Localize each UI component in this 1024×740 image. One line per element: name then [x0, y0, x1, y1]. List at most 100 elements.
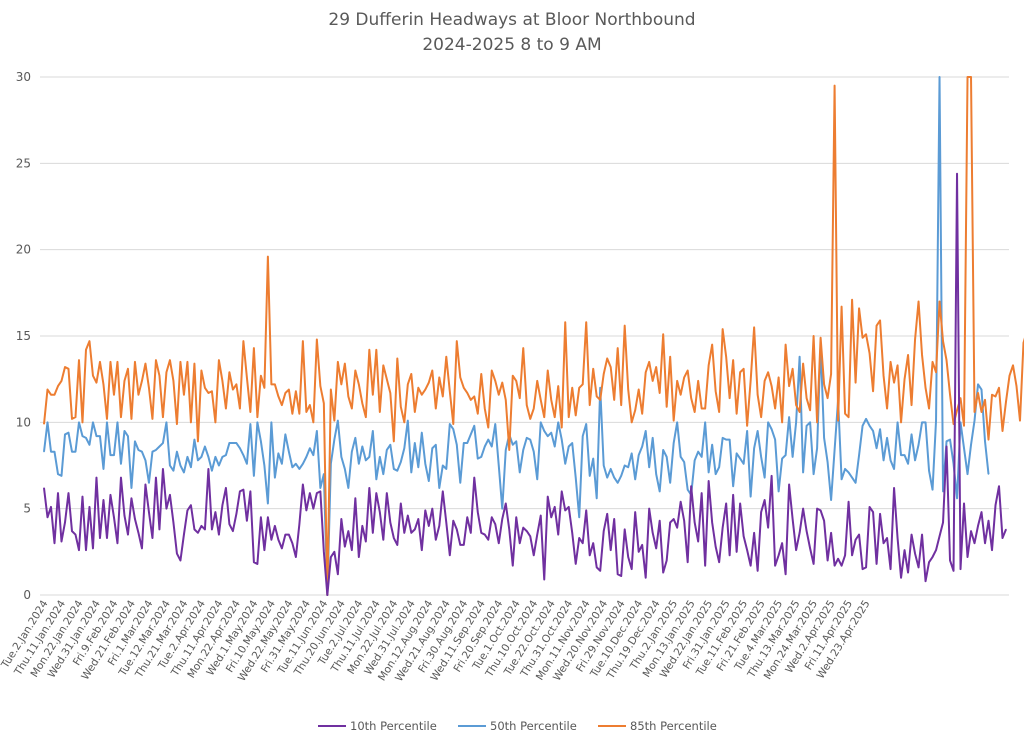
data-point: [662, 571, 664, 574]
data-point: [162, 468, 164, 470]
data-point: [459, 544, 461, 546]
data-point: [232, 442, 234, 444]
legend-item-50th[interactable]: 50th Percentile: [458, 719, 577, 733]
data-point: [603, 530, 605, 532]
data-point: [781, 457, 783, 460]
data-point: [526, 404, 528, 406]
data-point: [372, 532, 374, 534]
data-point: [337, 573, 339, 575]
data-point: [386, 449, 388, 451]
data-point: [424, 388, 426, 391]
data-point: [312, 454, 314, 456]
data-point: [896, 364, 899, 366]
data-point: [606, 513, 608, 515]
data-point: [557, 385, 559, 387]
data-point: [172, 380, 175, 382]
data-point: [340, 518, 342, 520]
data-point: [529, 418, 531, 420]
data-point: [162, 416, 164, 418]
data-point: [833, 565, 836, 567]
data-point: [638, 454, 640, 456]
data-point: [750, 565, 752, 567]
data-point: [148, 482, 150, 484]
data-point: [491, 445, 493, 448]
data-point: [463, 442, 465, 444]
data-point: [561, 490, 563, 492]
data-point: [137, 394, 140, 396]
data-point: [298, 468, 300, 470]
data-point: [452, 423, 454, 425]
data-point: [81, 435, 84, 437]
y-tick-label: 15: [16, 329, 31, 343]
data-point: [942, 521, 944, 524]
data-point: [309, 404, 311, 406]
data-point: [407, 420, 409, 422]
data-point: [522, 527, 524, 529]
data-point: [253, 561, 255, 563]
data-point: [868, 425, 871, 427]
data-point: [127, 368, 129, 370]
data-point: [837, 420, 839, 422]
data-point: [813, 473, 815, 475]
data-point: [46, 516, 49, 518]
legend-item-10th[interactable]: 10th Percentile: [318, 719, 437, 733]
data-point: [592, 368, 594, 370]
data-point: [966, 556, 969, 558]
data-point: [354, 497, 356, 499]
data-point: [330, 388, 332, 391]
data-point: [393, 468, 395, 470]
data-point: [85, 349, 87, 351]
data-point: [970, 530, 972, 532]
data-point: [938, 76, 941, 78]
data-point: [270, 383, 272, 385]
data-point: [536, 533, 538, 536]
data-point: [480, 373, 482, 375]
data-point: [704, 565, 706, 567]
data-point: [620, 575, 622, 577]
data-point: [162, 442, 164, 444]
data-point: [687, 369, 689, 372]
data-point: [750, 380, 752, 382]
data-point: [88, 506, 91, 508]
data-point: [774, 565, 776, 567]
data-point: [113, 516, 115, 518]
data-point: [358, 463, 360, 465]
data-point: [386, 492, 388, 494]
data-point: [498, 542, 500, 544]
data-point: [718, 411, 720, 413]
data-point: [365, 540, 367, 543]
data-point: [970, 76, 972, 78]
data-point: [477, 457, 479, 460]
data-point: [732, 485, 734, 487]
data-point: [239, 447, 241, 449]
data-point: [778, 490, 780, 492]
data-point: [757, 430, 759, 432]
data-point: [662, 449, 664, 451]
data-point: [407, 383, 409, 385]
y-tick-label: 30: [16, 70, 31, 84]
data-point: [809, 547, 811, 549]
data-point: [186, 509, 189, 511]
data-point: [64, 366, 66, 368]
data-point: [277, 452, 279, 455]
data-point: [274, 525, 276, 527]
data-point: [470, 399, 472, 401]
data-point: [421, 549, 423, 551]
data-point: [547, 369, 549, 372]
data-point: [987, 520, 990, 522]
data-point: [858, 454, 860, 456]
data-point: [494, 380, 496, 382]
data-point: [935, 371, 937, 373]
data-point: [337, 420, 339, 422]
data-point: [984, 440, 986, 442]
data-point: [788, 385, 790, 387]
data-point: [550, 399, 552, 401]
data-point: [382, 473, 384, 475]
legend-item-85th[interactable]: 85th Percentile: [598, 719, 717, 733]
data-point: [74, 533, 77, 536]
data-point: [987, 439, 990, 441]
data-point: [540, 421, 542, 423]
data-point: [767, 371, 769, 373]
data-point: [963, 502, 965, 505]
data-point: [424, 463, 426, 465]
